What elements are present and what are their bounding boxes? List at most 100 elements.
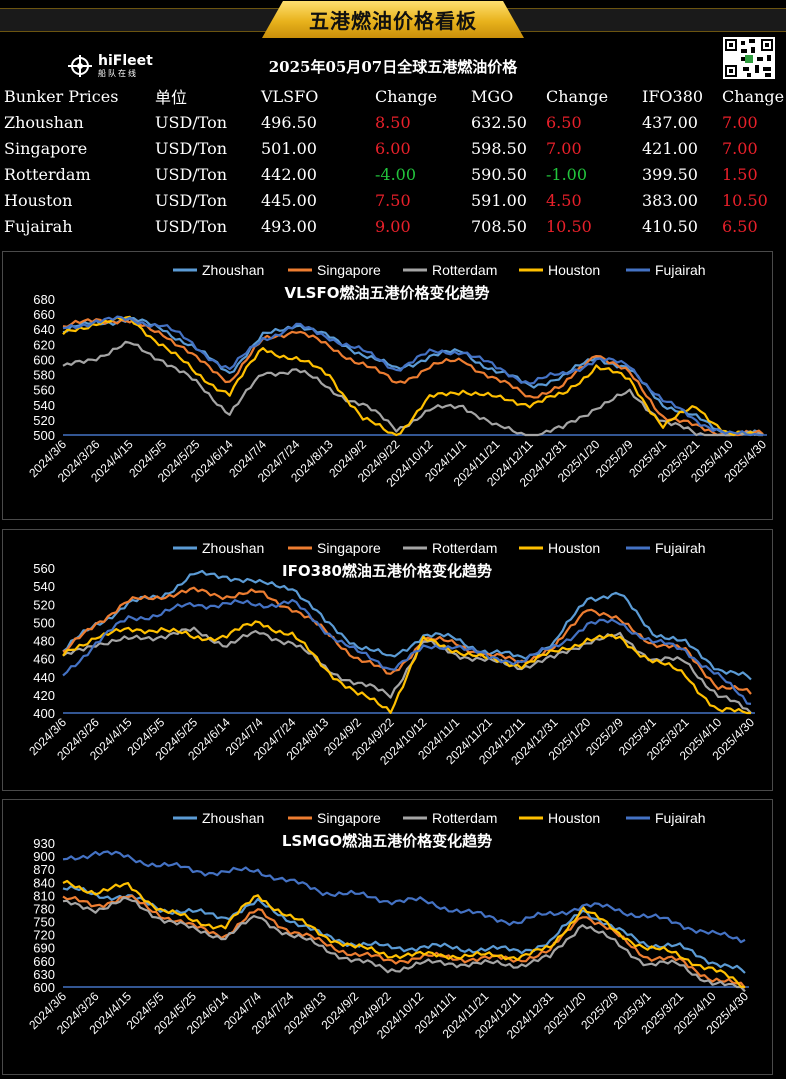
port-name: Zhoushan: [4, 112, 84, 132]
series-line-rotterdam: [62, 626, 752, 714]
y-tick-label: 810: [33, 888, 55, 903]
legend-label: Rotterdam: [432, 540, 497, 556]
series-line-rotterdam: [62, 896, 746, 993]
y-tick-label: 560: [33, 383, 55, 398]
page-title: 五港燃油价格看板: [309, 9, 477, 33]
series-line-houston: [62, 315, 763, 437]
bunker-price-table: Bunker Prices 单位 VLSFO Change MGO Change…: [0, 83, 786, 239]
series-line-fujairah: [62, 315, 763, 437]
header-cell: VLSFO: [261, 86, 319, 106]
lsmgo-chart-panel: Zhoushan Singapore Rotterdam Houston Fujaira…: [2, 799, 773, 1075]
series-line-singapore: [62, 318, 764, 437]
ifo380-trend-chart: Zhoushan Singapore Rotterdam Houston Fujaira…: [26, 540, 757, 768]
ifo380-change: 7.00: [722, 138, 758, 158]
mgo-change: -1.00: [546, 164, 588, 184]
y-tick-label: 900: [33, 849, 55, 864]
vlsfo-change: 7.50: [375, 190, 411, 210]
y-tick-label: 680: [33, 292, 55, 307]
y-tick-label: 480: [33, 634, 55, 649]
vlsfo-price: 442.00: [261, 164, 317, 184]
vlsfo-change: 6.00: [375, 138, 411, 158]
table-row: Zhoushan USD/Ton 496.50 8.50 632.50 6.50…: [0, 109, 786, 135]
legend-label: Fujairah: [655, 540, 706, 556]
series-line-fujairah: [62, 850, 746, 944]
y-tick-label: 580: [33, 368, 55, 383]
series-line-zhoushan: [62, 569, 752, 681]
y-tick-label: 440: [33, 670, 55, 685]
mgo-price: 708.50: [471, 216, 527, 236]
ship-wheel-icon: [68, 55, 92, 77]
mgo-price: 632.50: [471, 112, 527, 132]
y-tick-label: 400: [33, 706, 55, 721]
y-tick-label: 640: [33, 322, 55, 337]
table-header-row: Bunker Prices 单位 VLSFO Change MGO Change…: [0, 83, 786, 109]
ifo380-price: 421.00: [642, 138, 698, 158]
y-tick-label: 500: [33, 615, 55, 630]
y-tick-label: 660: [33, 307, 55, 322]
table-row: Fujairah USD/Ton 493.00 9.00 708.50 10.5…: [0, 213, 786, 239]
y-tick-label: 690: [33, 941, 55, 956]
vlsfo-price: 493.00: [261, 216, 317, 236]
y-tick-label: 840: [33, 875, 55, 890]
series-line-houston: [62, 879, 746, 989]
legend-label: Singapore: [317, 540, 381, 556]
y-tick-label: 600: [33, 980, 55, 995]
vlsfo-change: 9.00: [375, 216, 411, 236]
series-line-fujairah: [62, 598, 752, 705]
y-tick-label: 720: [33, 928, 55, 943]
legend-label: Zhoushan: [202, 540, 264, 556]
table-row: Houston USD/Ton 445.00 7.50 591.00 4.50 …: [0, 187, 786, 213]
y-tick-label: 500: [33, 428, 55, 443]
legend-label: Singapore: [317, 810, 381, 826]
legend-label: Zhoushan: [202, 810, 264, 826]
legend-label: Houston: [548, 540, 600, 556]
vlsfo-chart-panel: Zhoushan Singapore Rotterdam Houston Fujaira…: [2, 251, 773, 520]
legend-label: Zhoushan: [202, 262, 264, 278]
header-cell: Bunker Prices: [4, 86, 119, 106]
y-tick-label: 660: [33, 954, 55, 969]
header-cell: MGO: [471, 86, 514, 106]
ifo380-price: 383.00: [642, 190, 698, 210]
unit: USD/Ton: [155, 138, 228, 158]
series-line-zhoushan: [62, 885, 746, 974]
ifo380-price: 399.50: [642, 164, 698, 184]
chart-title: VLSFO燃油五港价格变化趋势: [285, 284, 490, 302]
chart-title: LSMGO燃油五港价格变化趋势: [282, 832, 492, 850]
legend-label: Houston: [548, 810, 600, 826]
y-tick-label: 540: [33, 579, 55, 594]
unit: USD/Ton: [155, 164, 228, 184]
port-name: Fujairah: [4, 216, 73, 236]
y-tick-label: 620: [33, 337, 55, 352]
y-tick-label: 540: [33, 398, 55, 413]
mgo-price: 598.50: [471, 138, 527, 158]
vlsfo-trend-chart: Zhoushan Singapore Rotterdam Houston Fujaira…: [26, 262, 769, 490]
y-tick-label: 930: [33, 836, 55, 851]
vlsfo-price: 445.00: [261, 190, 317, 210]
legend-label: Fujairah: [655, 262, 706, 278]
y-tick-label: 600: [33, 352, 55, 367]
series-line-houston: [62, 620, 751, 715]
hifleet-logo: hiFleet 船队在线: [66, 50, 166, 82]
y-tick-label: 460: [33, 652, 55, 667]
y-tick-label: 870: [33, 862, 55, 877]
qr-code-icon[interactable]: [723, 37, 775, 79]
series-line-singapore: [62, 894, 746, 989]
header-cell: Change: [546, 86, 609, 106]
mgo-change: 4.50: [546, 190, 582, 210]
port-name: Houston: [4, 190, 73, 210]
ifo380-change: 6.50: [722, 216, 758, 236]
unit: USD/Ton: [155, 190, 228, 210]
ifo380-chart-panel: Zhoushan Singapore Rotterdam Houston Fujaira…: [2, 529, 773, 791]
vlsfo-price: 501.00: [261, 138, 317, 158]
header-cell: Change: [722, 86, 785, 106]
legend-label: Rotterdam: [432, 262, 497, 278]
mgo-price: 590.50: [471, 164, 527, 184]
y-tick-label: 560: [33, 561, 55, 576]
legend-label: Houston: [548, 262, 600, 278]
header-cell: 单位: [155, 88, 188, 107]
header-cell: Change: [375, 86, 438, 106]
series-line-rotterdam: [62, 340, 764, 437]
chart-title: IFO380燃油五港价格变化趋势: [282, 562, 492, 580]
lsmgo-trend-chart: Zhoushan Singapore Rotterdam Houston Fujaira…: [26, 810, 751, 1042]
legend-label: Rotterdam: [432, 810, 497, 826]
